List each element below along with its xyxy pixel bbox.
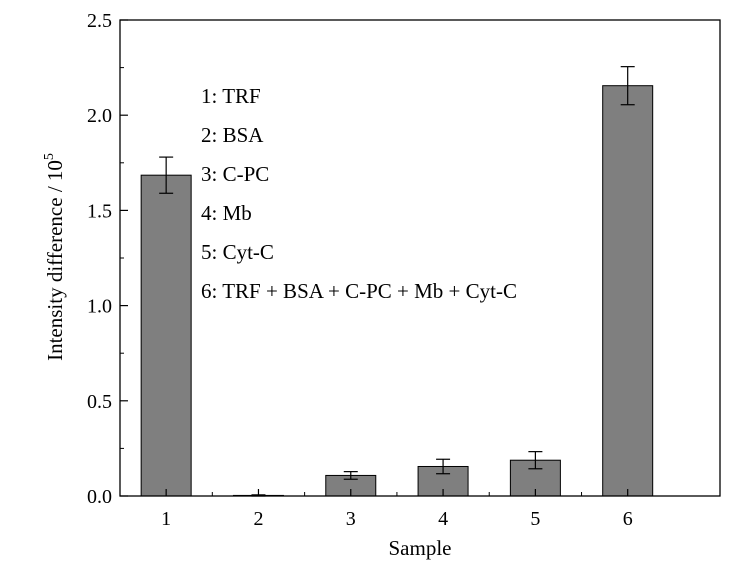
annotation-item: 4: Mb bbox=[201, 201, 252, 225]
y-axis-label-text: Intensity difference / 10 bbox=[43, 160, 67, 361]
y-tick-label: 0.0 bbox=[87, 486, 112, 508]
x-tick-label: 1 bbox=[161, 508, 171, 530]
y-tick-label: 1.5 bbox=[87, 200, 112, 222]
y-axis-label: Intensity difference / 105 bbox=[42, 153, 67, 361]
axes-group: 0.0 0.5 1.0 1.5 2.0 2.5 1 2 3 4 5 6 bbox=[87, 10, 721, 530]
y-tick-label: 2.5 bbox=[87, 10, 112, 32]
x-tick-label: 4 bbox=[438, 508, 448, 530]
x-tick-label: 3 bbox=[346, 508, 356, 530]
y-tick-label: 0.5 bbox=[87, 391, 112, 413]
y-tick-label: 2.0 bbox=[87, 105, 112, 127]
annotation-item: 2: BSA bbox=[201, 123, 264, 147]
x-tick-label: 2 bbox=[253, 508, 263, 530]
y-tick-label: 1.0 bbox=[87, 296, 112, 318]
annotations-group: 1: TRF 2: BSA 3: C-PC 4: Mb 5: Cyt-C 6: TRF +… bbox=[201, 84, 517, 303]
annotation-item: 6: TRF + BSA + C-PC + Mb + Cyt-C bbox=[201, 279, 517, 303]
x-tick-label: 5 bbox=[530, 508, 540, 530]
bar-1 bbox=[140, 174, 192, 497]
annotation-item: 1: TRF bbox=[201, 84, 261, 108]
x-axis-label: Sample bbox=[389, 536, 452, 560]
y-axis-label-exponent: 5 bbox=[42, 153, 57, 160]
annotation-item: 3: C-PC bbox=[201, 162, 269, 186]
bar-6 bbox=[602, 85, 654, 497]
bars-group bbox=[140, 85, 654, 497]
annotation-item: 5: Cyt-C bbox=[201, 240, 274, 264]
error-bars-group bbox=[159, 66, 635, 497]
x-tick-label: 6 bbox=[623, 508, 633, 530]
